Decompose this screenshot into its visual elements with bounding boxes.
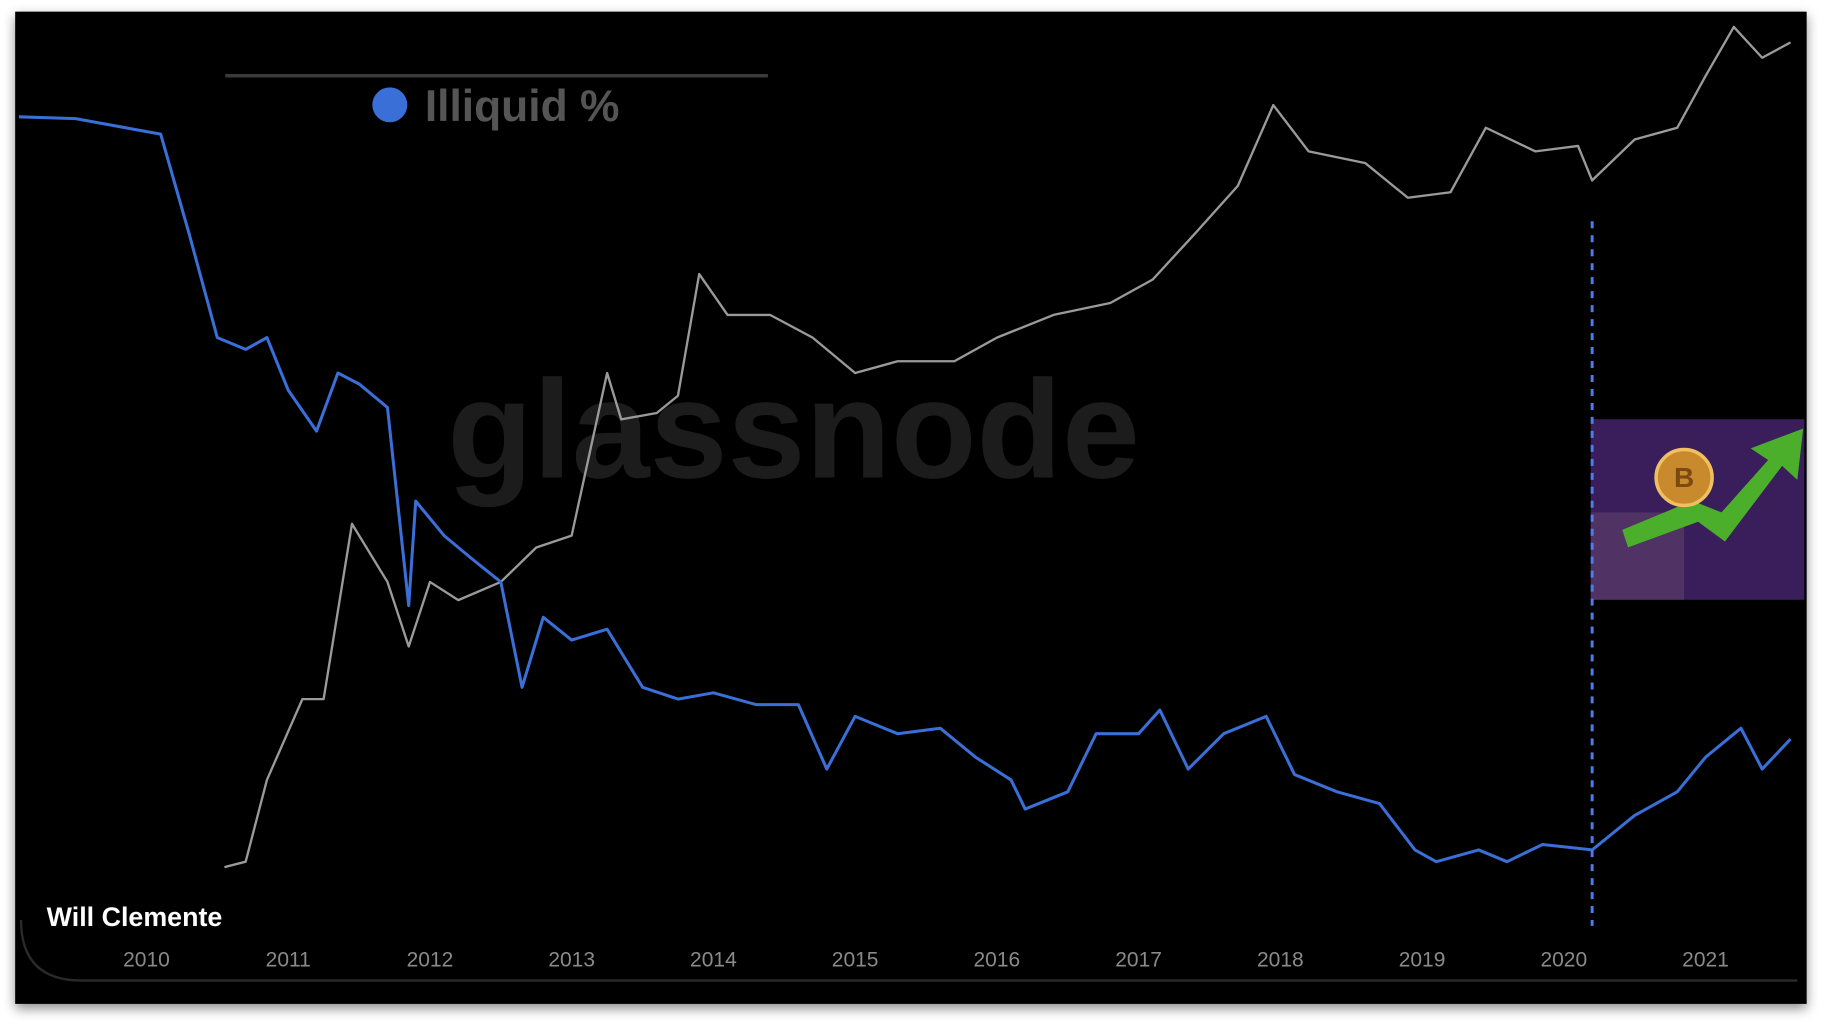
thumbnail-coin-symbol: B <box>1674 462 1694 493</box>
x-tick-label: 2011 <box>266 949 311 972</box>
x-tick-label: 2019 <box>1399 949 1446 972</box>
x-tick-label: 2020 <box>1540 949 1587 972</box>
thumbnail-arrow <box>1622 428 1804 548</box>
plot-area <box>18 25 1792 869</box>
legend-label: Illiquid % <box>425 82 620 131</box>
line-series <box>224 25 1792 869</box>
thumbnail: B <box>1590 419 1805 600</box>
line-series <box>18 115 1792 864</box>
author: Will Clemente <box>47 902 223 932</box>
x-tick-label: 2018 <box>1257 949 1304 972</box>
x-tick-label: 2017 <box>1115 949 1162 972</box>
x-tick-label: 2015 <box>832 949 879 972</box>
x-tick-label: 2016 <box>974 949 1021 972</box>
legend-swatch <box>372 87 408 123</box>
watermark: glassnode <box>447 351 1140 508</box>
x-tick-label: 2012 <box>407 949 454 972</box>
x-tick-label: 2010 <box>123 949 170 972</box>
x-tick-label: 2013 <box>548 949 595 972</box>
x-tick-label: 2021 <box>1682 949 1729 972</box>
thumbnail-coin <box>1654 447 1714 508</box>
x-tick-label: 2014 <box>690 949 737 972</box>
panel <box>15 11 1807 1004</box>
frame <box>19 920 1798 982</box>
